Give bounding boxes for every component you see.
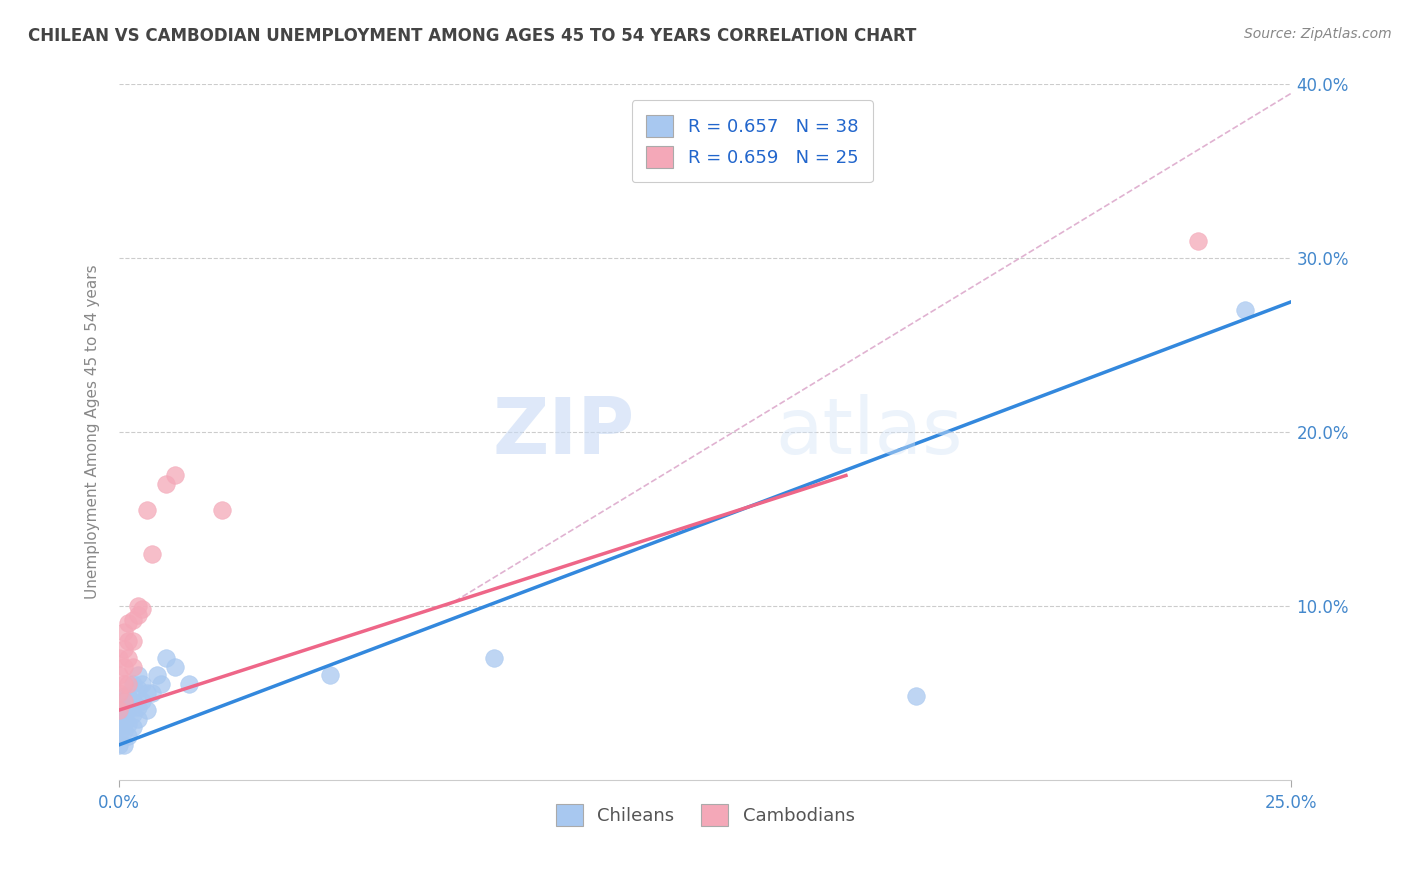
Point (108, 712, 131, 726)
Point (179, 677, 201, 691)
Point (122, 694, 145, 708)
Point (117, 651, 139, 665)
Point (112, 624, 135, 639)
Point (127, 682, 149, 697)
Point (117, 717, 139, 731)
Point (108, 651, 131, 665)
Text: CHILEAN VS CAMBODIAN UNEMPLOYMENT AMONG AGES 45 TO 54 YEARS CORRELATION CHART: CHILEAN VS CAMBODIAN UNEMPLOYMENT AMONG … (28, 27, 917, 45)
Point (112, 659, 135, 673)
Point (108, 729, 131, 743)
Point (117, 677, 139, 691)
Point (122, 633, 145, 648)
Point (108, 721, 131, 735)
Point (117, 689, 139, 703)
Point (127, 712, 149, 726)
Point (108, 686, 131, 700)
Point (112, 717, 135, 731)
Point (155, 477, 177, 491)
Point (1187, 234, 1209, 248)
Point (122, 677, 145, 691)
Point (136, 503, 159, 517)
Point (112, 677, 135, 691)
Point (112, 738, 135, 752)
Point (122, 706, 145, 721)
Point (122, 659, 145, 673)
Point (112, 706, 135, 721)
Point (141, 686, 163, 700)
Point (108, 703, 131, 717)
Point (127, 607, 149, 622)
Point (108, 694, 131, 708)
Point (131, 694, 153, 708)
Point (127, 699, 149, 714)
Point (165, 468, 187, 483)
Point (112, 689, 135, 703)
Point (108, 738, 131, 752)
Point (145, 668, 167, 682)
Point (319, 668, 342, 682)
Point (122, 613, 145, 627)
Text: Source: ZipAtlas.com: Source: ZipAtlas.com (1244, 27, 1392, 41)
Point (122, 721, 145, 735)
Point (112, 642, 135, 657)
Point (1233, 303, 1256, 318)
Point (141, 547, 163, 561)
Text: atlas: atlas (776, 394, 963, 470)
Point (150, 677, 173, 691)
Point (108, 668, 131, 682)
Point (211, 503, 233, 517)
Point (484, 651, 506, 665)
Point (112, 699, 135, 714)
Y-axis label: Unemployment Among Ages 45 to 54 years: Unemployment Among Ages 45 to 54 years (86, 265, 100, 599)
Point (127, 668, 149, 682)
Point (136, 686, 159, 700)
Point (131, 677, 153, 691)
Point (155, 651, 177, 665)
Point (117, 616, 139, 631)
Point (117, 633, 139, 648)
Point (112, 723, 135, 738)
Point (131, 602, 153, 616)
Point (905, 689, 928, 703)
Point (112, 694, 135, 708)
Point (117, 703, 139, 717)
Text: ZIP: ZIP (492, 394, 636, 470)
Point (165, 659, 187, 673)
Point (136, 703, 159, 717)
Point (127, 599, 149, 613)
Point (117, 729, 139, 743)
Legend: Chileans, Cambodians: Chileans, Cambodians (548, 797, 862, 833)
Point (108, 703, 131, 717)
